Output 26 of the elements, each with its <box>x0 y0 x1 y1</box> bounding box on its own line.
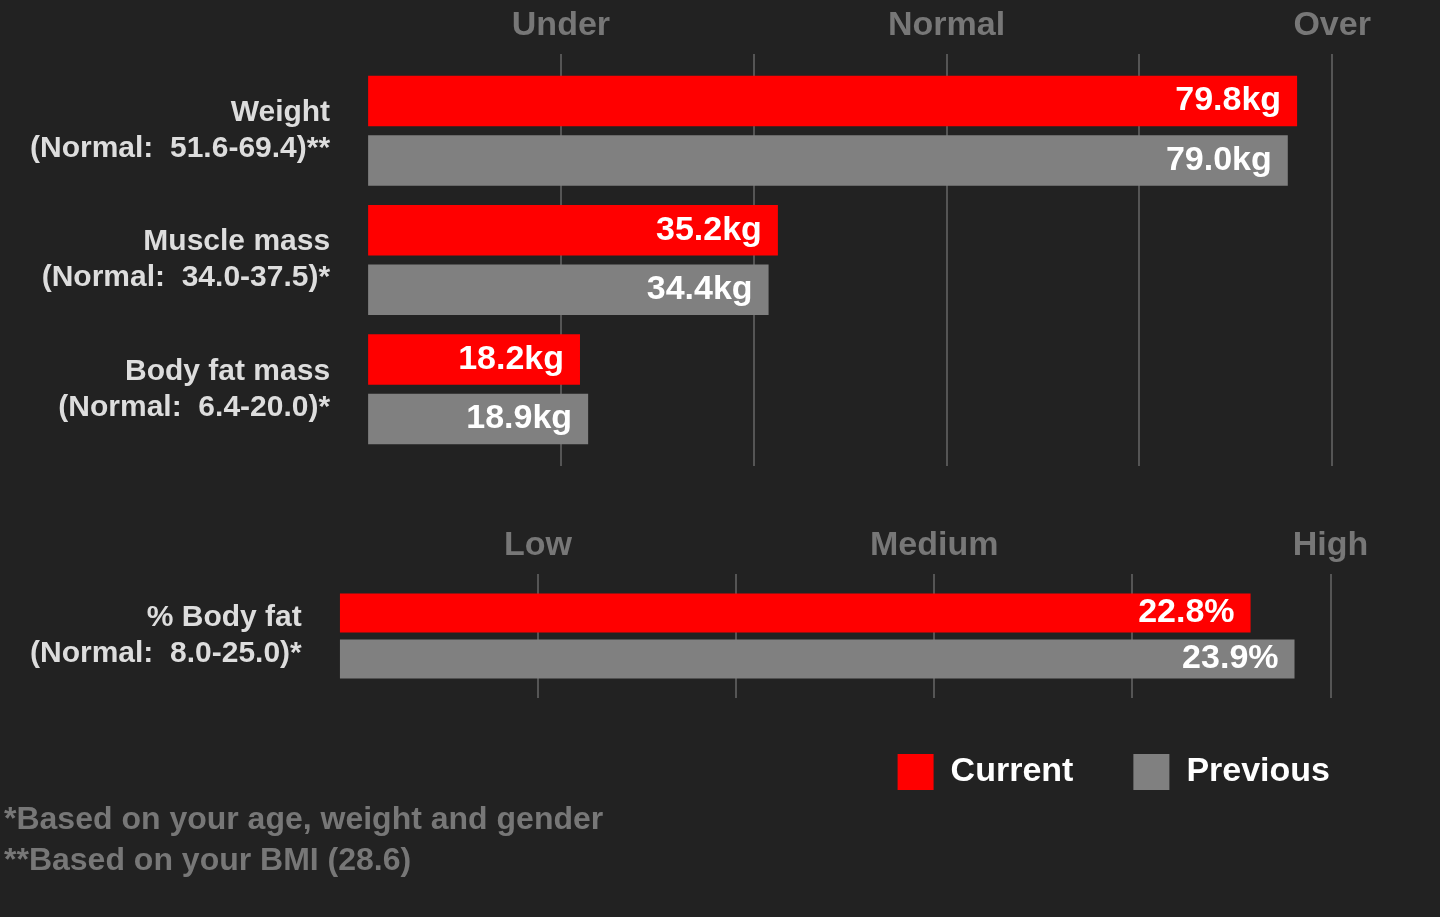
bar <box>368 135 1288 186</box>
legend-label: Previous <box>1186 750 1330 789</box>
data-label: 22.8% <box>1138 591 1235 630</box>
text: Normal <box>887 4 1006 43</box>
text: Over <box>1293 4 1371 43</box>
text: **Based on your BMI (28.6) <box>4 841 413 878</box>
bar <box>368 75 1298 127</box>
text: Under <box>511 4 611 43</box>
y-tick-label: Weight (Normal: 51.6-69.4)** <box>29 93 331 163</box>
data-label: 35.2kg <box>656 208 762 247</box>
bar <box>368 204 778 256</box>
data-label: 18.2kg <box>458 337 564 376</box>
legend-label: Current <box>950 750 1074 789</box>
data-label: 18.9kg <box>466 397 573 436</box>
data-label: 79.0kg <box>1165 138 1272 177</box>
data-label: 79.8kg <box>1175 79 1282 118</box>
text: High <box>1292 524 1369 563</box>
y-tick-label: % Body fat (Normal: 8.0-25.0)* <box>29 599 303 669</box>
data-label: 34.4kg <box>646 268 753 307</box>
text: *Based on your age, weight and gender <box>4 800 605 837</box>
y-tick-label: Muscle mass (Normal: 34.0-37.5)* <box>41 223 331 293</box>
text: Medium <box>870 524 999 563</box>
data-label: 23.9% <box>1182 637 1279 676</box>
y-tick-label: Body fat mass (Normal: 6.4-20.0)* <box>58 352 331 422</box>
bar <box>368 264 769 316</box>
text: Low <box>503 524 572 563</box>
